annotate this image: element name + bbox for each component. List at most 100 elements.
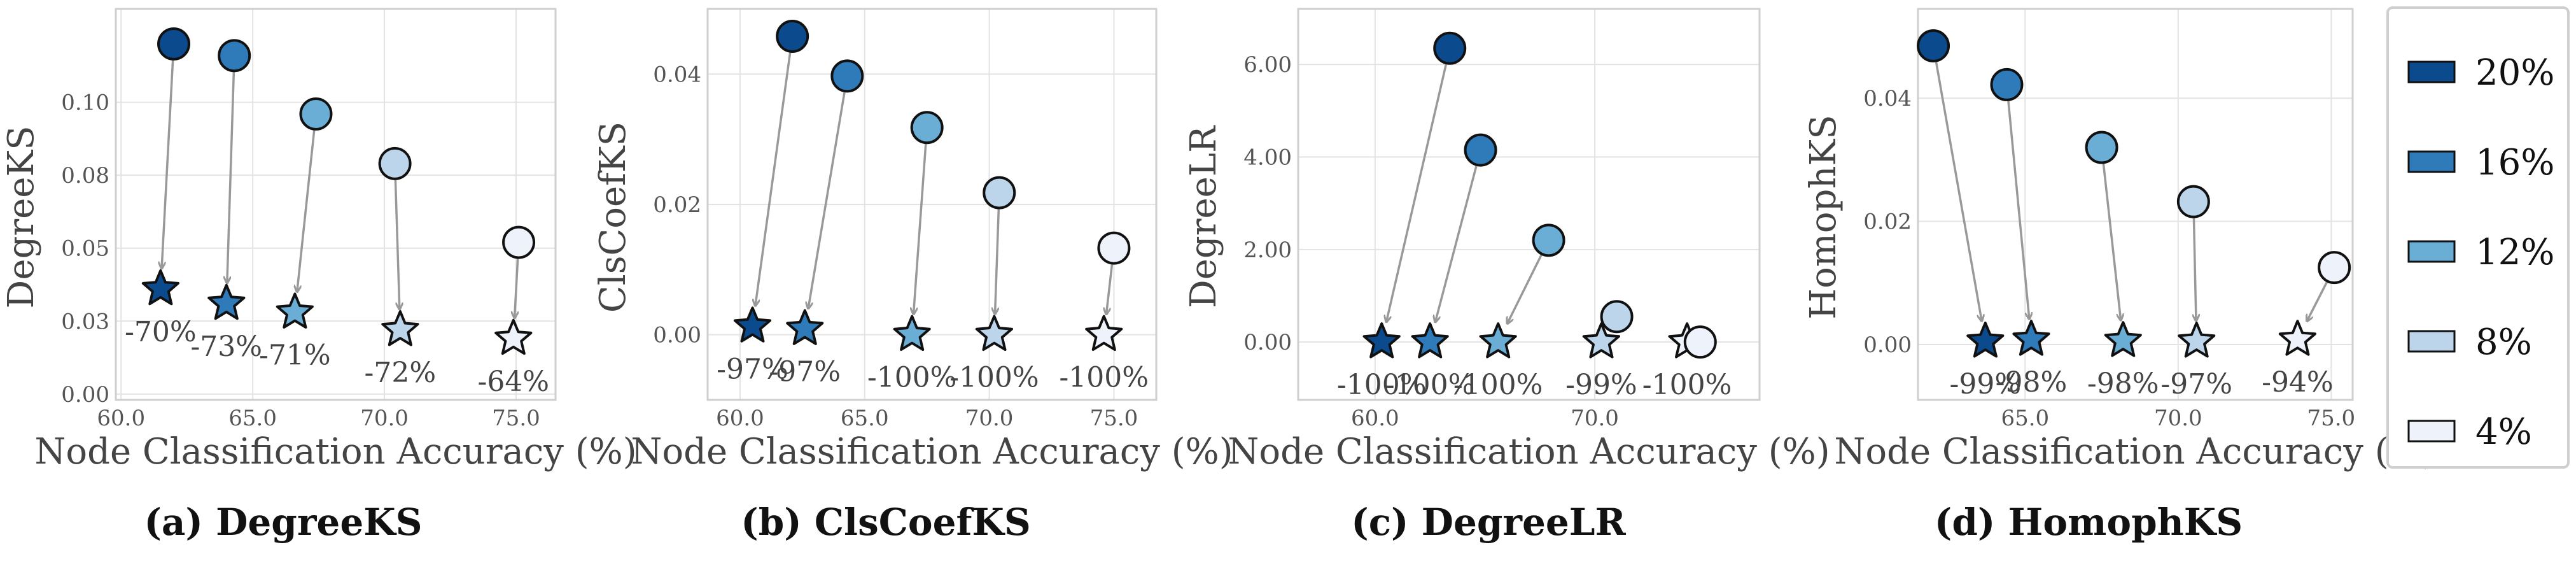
panel-caption: (c) DegreeLR: [1351, 501, 1626, 544]
circle-marker-4%: [1683, 325, 1717, 359]
x-tick-label: 60.0: [1351, 406, 1399, 431]
star-marker-8%: [1582, 322, 1620, 359]
x-tick-label: 70.0: [1571, 406, 1619, 431]
y-tick-label: 4.00: [1243, 145, 1292, 171]
star-marker-8%: [975, 315, 1013, 351]
x-tick-label: 60.0: [97, 406, 145, 431]
panel-2: 60.0 65.0 70.0 75.0 0.00 0.02 0.04 Node Classif…: [592, 8, 1233, 544]
legend-label: 4%: [2475, 411, 2532, 453]
reduction-label: -100%: [1642, 369, 1732, 401]
reduction-label: -99%: [1949, 368, 2021, 401]
circle-marker-4%: [2318, 251, 2351, 285]
improvement-arrow: [808, 92, 846, 308]
star-marker-16%: [1411, 322, 1449, 359]
star-marker-16%: [2012, 320, 2050, 356]
reduction-label: -70%: [125, 316, 197, 348]
x-axis-label: Node Classification Accuracy (%): [1228, 431, 1830, 472]
star-marker-8%: [381, 310, 419, 346]
x-tick-label: 65.0: [2001, 406, 2049, 431]
plot-frame: [706, 8, 1158, 401]
reduction-label: -100%: [1385, 369, 1475, 401]
y-axis-label: ClsCoefKS: [592, 122, 634, 313]
y-tick-label: 0.02: [653, 192, 701, 218]
reduction-label: -98%: [2087, 367, 2159, 400]
improvement-arrow: [227, 72, 235, 283]
circle-marker-20%: [157, 27, 191, 60]
circle-marker-4%: [1097, 231, 1131, 265]
y-tick-label: 0.00: [1243, 330, 1292, 355]
panel-1: 60.0 65.0 70.0 75.0 0.00 0.03 0.05 0.08 0.10 Node…: [1, 8, 637, 544]
improvement-arrow: [755, 52, 792, 306]
x-axis-label: Node Classification Accuracy (%): [1834, 431, 2436, 472]
star-marker-20%: [141, 269, 179, 306]
circle-marker-4%: [502, 225, 536, 259]
circle-marker-12%: [910, 111, 944, 145]
legend-swatch: [2407, 240, 2456, 263]
reduction-label: -100%: [1453, 369, 1543, 401]
circle-marker-16%: [1464, 133, 1497, 167]
improvement-arrow: [1508, 254, 1543, 323]
x-tick-label: 70.0: [2154, 406, 2202, 431]
improvement-arrow: [394, 180, 399, 309]
reduction-label: -99%: [1565, 369, 1637, 401]
legend: 20% 16% 12% 8% 4%: [2386, 6, 2570, 469]
y-tick-label: 0.02: [1863, 209, 1912, 235]
y-axis-label: DegreeKS: [1, 125, 42, 308]
reduction-label: -98%: [1996, 366, 2068, 399]
improvement-arrow: [995, 209, 1000, 314]
reduction-label: -73%: [190, 330, 262, 363]
panel-caption: (d) HomophKS: [1935, 501, 2243, 544]
reduction-label: -100%: [949, 362, 1039, 394]
x-tick-label: 75.0: [1090, 406, 1138, 431]
circle-marker-20%: [1433, 31, 1467, 65]
x-tick-label: 70.0: [965, 406, 1014, 431]
x-tick-label: 75.0: [2307, 406, 2355, 431]
star-marker-20%: [733, 306, 772, 343]
x-axis-label: Node Classification Accuracy (%): [34, 431, 636, 472]
y-tick-label: 2.00: [1243, 238, 1292, 263]
panel-caption: (a) DegreeKS: [144, 501, 422, 544]
legend-label: 12%: [2475, 232, 2554, 273]
legend-label: 8%: [2475, 322, 2532, 363]
improvement-arrow: [1436, 166, 1478, 322]
reduction-label: -72%: [365, 357, 437, 389]
improvement-arrow: [1935, 62, 1982, 321]
x-tick-label: 70.0: [360, 406, 409, 431]
y-tick-label: 0.10: [61, 90, 109, 116]
legend-swatch: [2407, 420, 2456, 443]
star-marker-12%: [893, 315, 931, 351]
reduction-label: -97%: [717, 353, 788, 385]
reduction-label: -100%: [1059, 362, 1149, 394]
y-tick-label: 0.05: [61, 236, 109, 262]
improvement-arrow: [914, 144, 927, 314]
circle-marker-8%: [378, 146, 412, 180]
reduction-label: -71%: [259, 339, 331, 372]
circle-marker-16%: [830, 59, 864, 93]
improvement-arrow: [515, 259, 519, 318]
improvement-arrow: [2194, 218, 2196, 321]
star-marker-12%: [276, 292, 314, 329]
plot-frame: [1917, 8, 2354, 401]
circle-marker-8%: [2176, 185, 2210, 218]
star-marker-4%: [494, 318, 533, 355]
plot-frame: [1297, 8, 1761, 401]
improvement-arrow: [2307, 281, 2328, 321]
y-axis-label: DegreeLR: [1183, 125, 1224, 308]
y-tick-label: 0.00: [1863, 332, 1912, 358]
reduction-label: -100%: [1337, 369, 1427, 401]
legend-label: 16%: [2475, 142, 2554, 183]
improvement-arrow: [1107, 264, 1114, 313]
y-tick-label: 0.08: [61, 163, 109, 188]
circle-marker-16%: [1990, 67, 2024, 101]
star-marker-4%: [1085, 315, 1123, 351]
panel-4: 65.0 70.0 75.0 0.00 0.02 0.04 Node Classificat…: [1803, 8, 2437, 544]
star-marker-20%: [1362, 322, 1401, 359]
panel-3: 60.0 70.0 0.00 2.00 4.00 6.00 Node Classificat…: [1183, 8, 1830, 544]
star-marker-16%: [207, 283, 246, 320]
panel-caption: (b) ClsCoefKS: [741, 501, 1030, 544]
reduction-label: -94%: [2262, 366, 2334, 399]
circle-marker-8%: [1600, 300, 1634, 334]
y-axis-label: HomophKS: [1803, 115, 1844, 319]
